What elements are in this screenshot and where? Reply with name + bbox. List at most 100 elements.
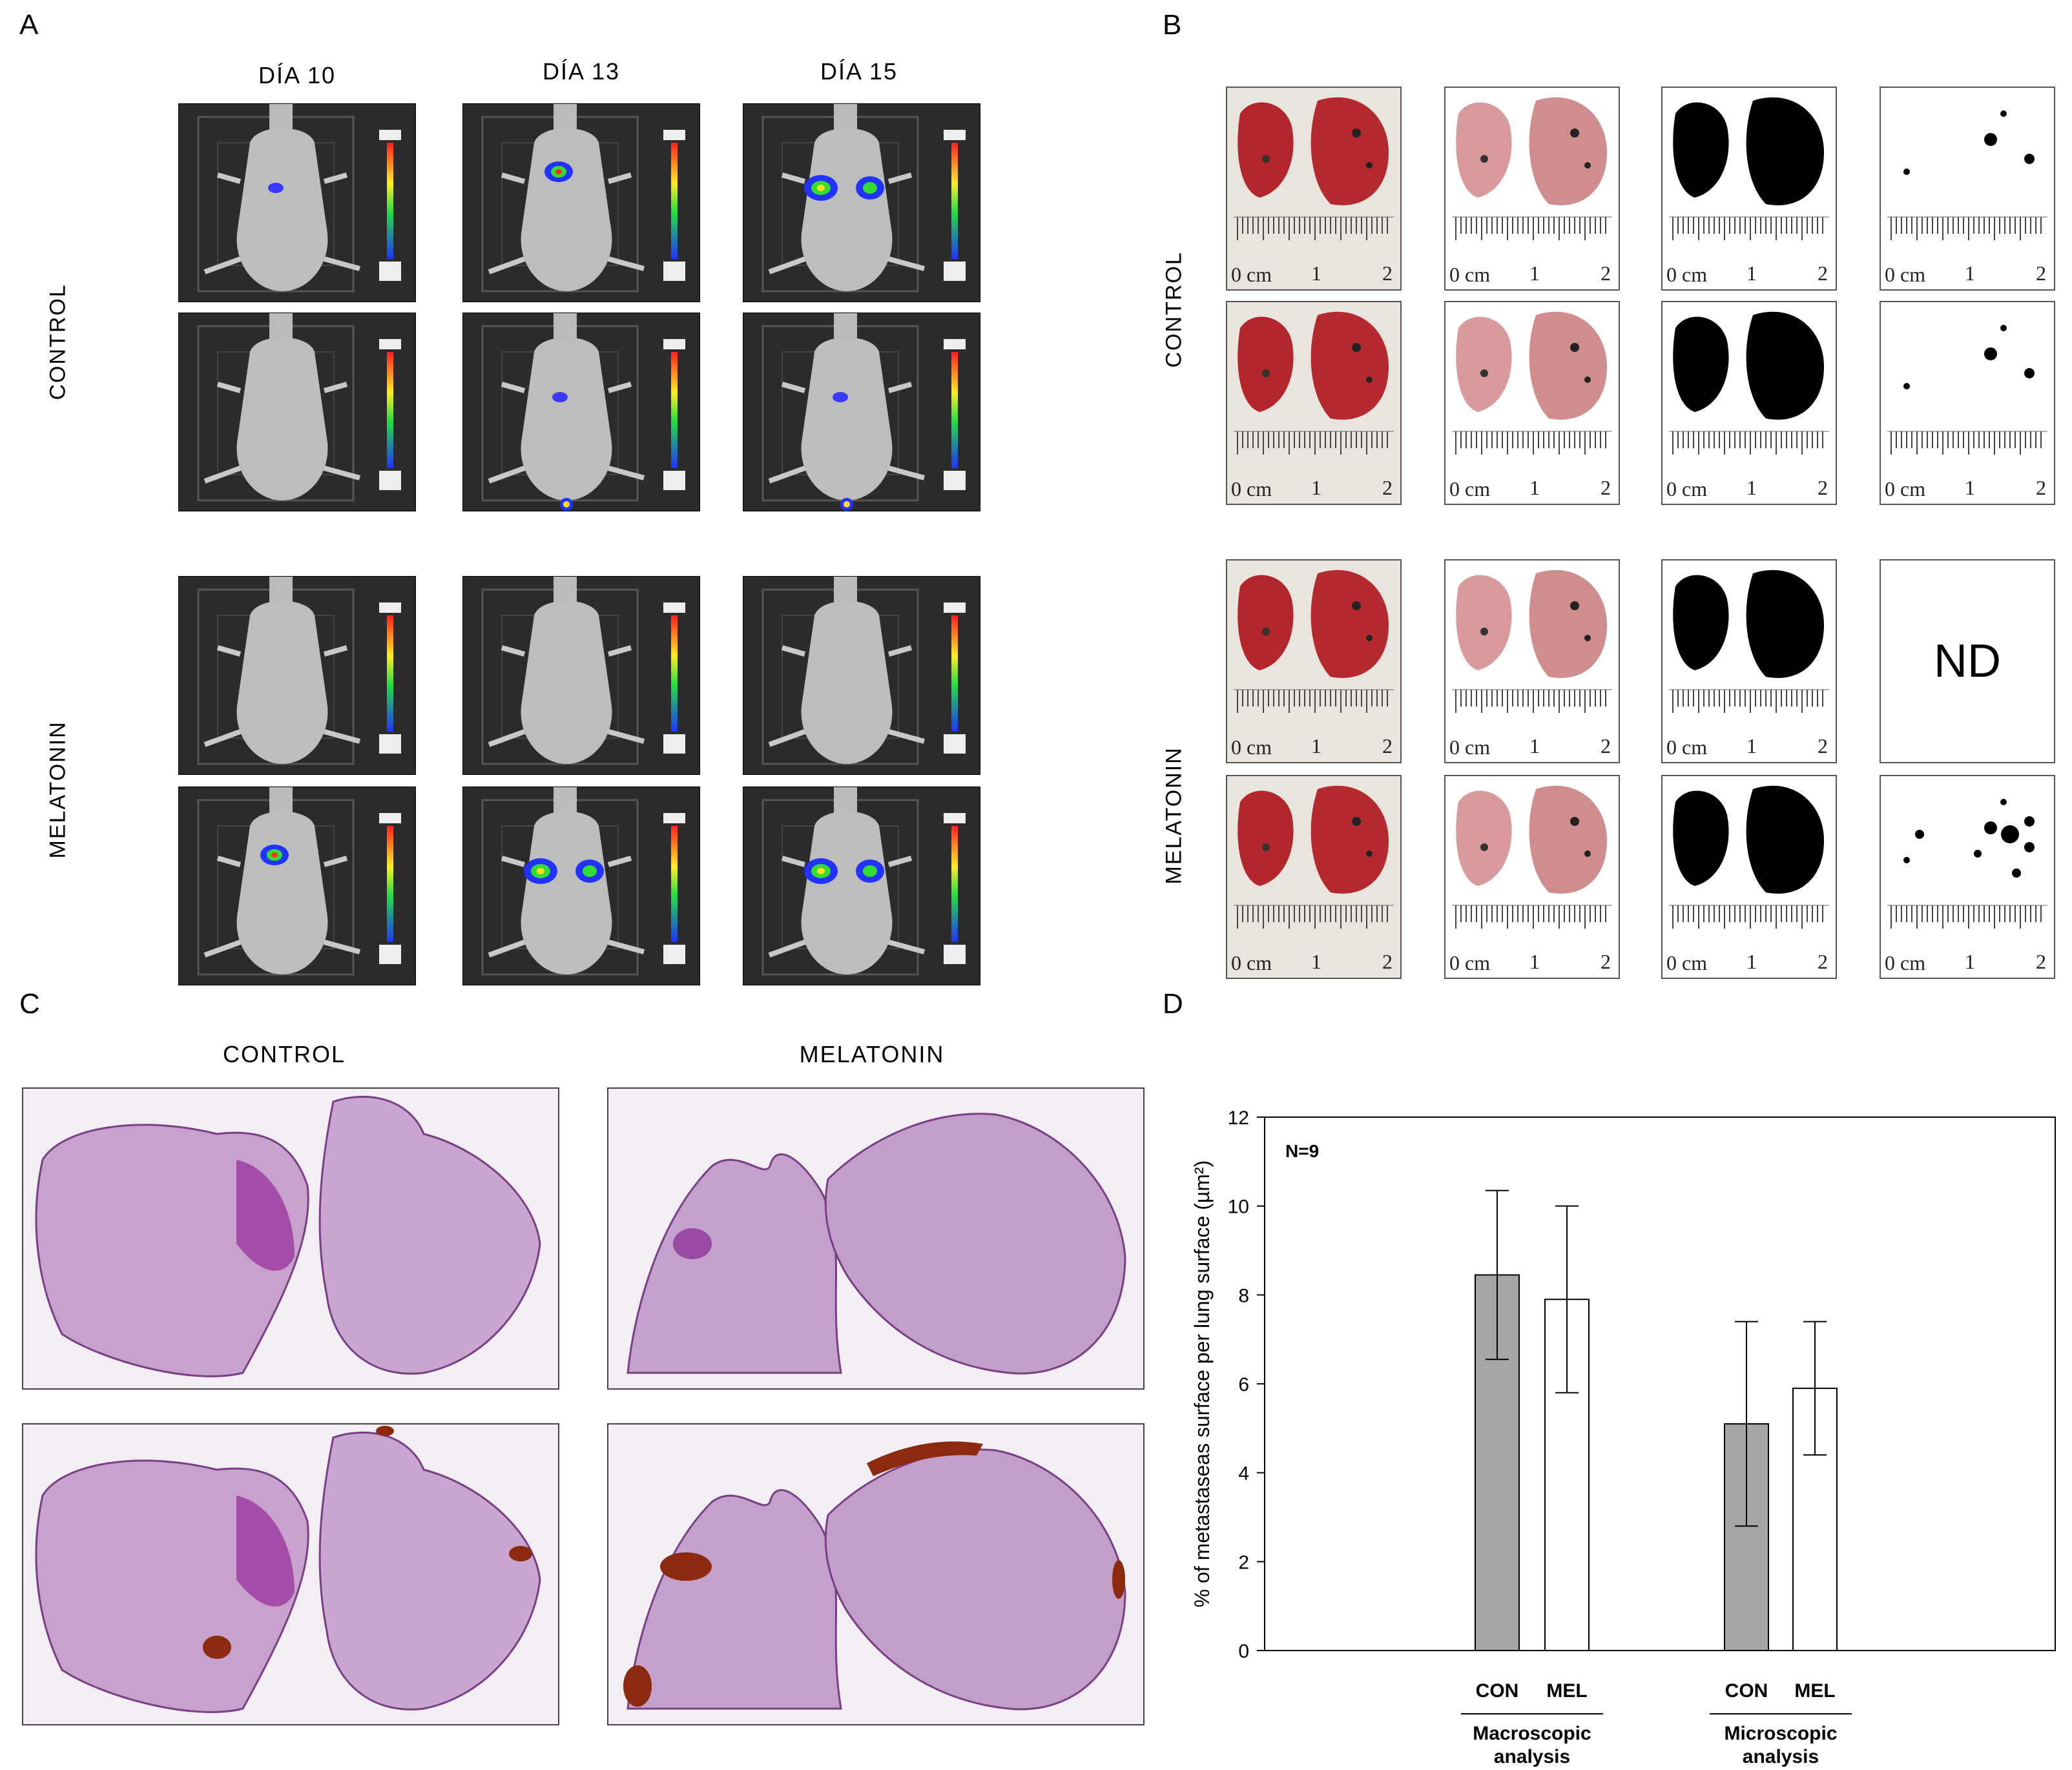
bioluminescence-image (462, 576, 700, 775)
lung-photo: 0 cm 1 2 (1661, 87, 1837, 291)
lung-photo: 0 cm 1 2 (1444, 87, 1620, 291)
n-annotation: N=9 (1285, 1141, 1319, 1161)
lung-section-shape (35, 1426, 541, 1713)
ruler-zero-label: 0 cm (1666, 736, 1707, 759)
bioluminescence-image (178, 787, 416, 985)
ruler-one-label: 1 (1529, 262, 1540, 285)
lung-photo: 0 cm 1 2 (1661, 559, 1837, 763)
ruler-zero-label: 0 cm (1231, 477, 1272, 500)
lung-photo: 0 cm 1 2 (1444, 775, 1620, 979)
day-15-header: DÍA 15 (820, 58, 898, 85)
y-tick-label: 6 (1238, 1374, 1249, 1395)
ruler-two-label: 2 (2036, 476, 2046, 499)
histology-melatonin-marked (607, 1423, 1145, 1725)
category-label: MEL (1794, 1680, 1835, 1702)
panel-label-d: D (1163, 988, 1183, 1020)
ruler-one-label: 1 (1529, 734, 1540, 757)
category-label: MEL (1546, 1680, 1587, 1702)
ruler-zero-label: 0 cm (1449, 263, 1490, 286)
lung-photo: 0 cm 1 2 (1880, 301, 2055, 505)
ruler-one-label: 1 (1965, 950, 1975, 973)
y-tick-label: 4 (1238, 1463, 1249, 1485)
ruler-zero-label: 0 cm (1449, 951, 1490, 974)
lung-photo: 0 cm 1 2 (1661, 775, 1837, 979)
bioluminescence-image (178, 103, 416, 302)
group-label-line2: analysis (1494, 1746, 1570, 1767)
not-determined-box: ND (1880, 559, 2055, 763)
lung-photo: 0 cm 1 2 (1444, 559, 1620, 763)
ruler-two-label: 2 (1382, 262, 1393, 285)
panel-label-a: A (19, 9, 39, 41)
ruler-two-label: 2 (1601, 734, 1611, 757)
category-label: CON (1725, 1680, 1768, 1702)
panel-label-c: C (19, 988, 40, 1020)
ruler-two-label: 2 (1818, 262, 1828, 285)
lung-section-shape (627, 1113, 1126, 1375)
ruler-zero-label: 0 cm (1231, 951, 1272, 974)
group-label-line1: Macroscopic (1473, 1723, 1591, 1744)
y-tick-label: 0 (1238, 1641, 1249, 1662)
bioluminescence-image (462, 787, 700, 985)
ruler-zero-label: 0 cm (1231, 263, 1272, 286)
bioluminescence-image (462, 103, 700, 302)
control-row-label-a: CONTROL (45, 283, 70, 400)
lung-photo: 0 cm 1 2 (1226, 559, 1402, 763)
bioluminescence-image (462, 313, 700, 511)
bioluminescence-image (743, 576, 980, 775)
day-10-header: DÍA 10 (258, 62, 337, 88)
melatonin-row-label-b: MELATONIN (1161, 746, 1186, 885)
chart-svg: 0 2 4 6 8 10 12 % of metastaseas surface per lu… (1190, 1107, 2056, 1767)
lung-photo: 0 cm 1 2 (1226, 775, 1402, 979)
ruler-two-label: 2 (1601, 262, 1611, 285)
lung-photo: 0 cm 1 2 (1880, 775, 2055, 979)
ruler-two-label: 2 (1601, 950, 1611, 973)
lung-photo: 0 cm 1 2 (1661, 301, 1837, 505)
ruler-zero-label: 0 cm (1885, 477, 1925, 500)
bioluminescence-image (743, 313, 980, 511)
ruler-two-label: 2 (1382, 476, 1393, 499)
ruler-one-label: 1 (1746, 950, 1757, 973)
ruler-zero-label: 0 cm (1885, 263, 1925, 286)
ruler-zero-label: 0 cm (1666, 477, 1707, 500)
melatonin-row-label-a: MELATONIN (45, 721, 70, 859)
ruler-two-label: 2 (1818, 950, 1828, 973)
ruler-zero-label: 0 cm (1666, 263, 1707, 286)
ruler-one-label: 1 (1311, 734, 1321, 757)
ruler-one-label: 1 (1311, 262, 1321, 285)
histology-melatonin-he (607, 1087, 1145, 1390)
control-row-label-b: CONTROL (1161, 251, 1186, 368)
histology-control-header: CONTROL (222, 1041, 346, 1067)
metastases-bar-chart: 0 2 4 6 8 10 12 % of metastaseas surface per lu… (1176, 1065, 2072, 1767)
bioluminescence-image (743, 103, 980, 302)
histology-control-he (22, 1087, 559, 1390)
ruler-zero-label: 0 cm (1449, 477, 1490, 500)
day-13-header: DÍA 13 (542, 58, 621, 85)
ruler-one-label: 1 (1965, 262, 1975, 285)
ruler-zero-label: 0 cm (1666, 951, 1707, 974)
ruler-two-label: 2 (1382, 950, 1393, 973)
ruler-one-label: 1 (1529, 476, 1540, 499)
bioluminescence-image (178, 576, 416, 775)
y-axis-label: % of metastaseas surface per lung surfac… (1190, 1160, 1214, 1607)
group-label-line1: Microscopic (1724, 1723, 1837, 1744)
ruler-two-label: 2 (2036, 262, 2046, 285)
ruler-two-label: 2 (1818, 734, 1828, 757)
histology-melatonin-header: MELATONIN (799, 1041, 945, 1067)
nd-label: ND (1934, 635, 2001, 687)
ruler-one-label: 1 (1746, 734, 1757, 757)
group-label-line2: analysis (1743, 1746, 1819, 1767)
ruler-one-label: 1 (1965, 476, 1975, 499)
y-tick-label: 12 (1228, 1107, 1249, 1129)
ruler-one-label: 1 (1311, 476, 1321, 499)
ruler-two-label: 2 (1601, 476, 1611, 499)
lung-photo: 0 cm 1 2 (1226, 87, 1402, 291)
ruler-one-label: 1 (1746, 476, 1757, 499)
ruler-two-label: 2 (1382, 734, 1393, 757)
ruler-one-label: 1 (1529, 950, 1540, 973)
bioluminescence-image (178, 313, 416, 511)
lung-photo: 0 cm 1 2 (1444, 301, 1620, 505)
bioluminescence-image (743, 787, 980, 985)
category-label: CON (1476, 1680, 1519, 1702)
ruler-zero-label: 0 cm (1231, 736, 1272, 759)
ruler-two-label: 2 (2036, 950, 2046, 973)
